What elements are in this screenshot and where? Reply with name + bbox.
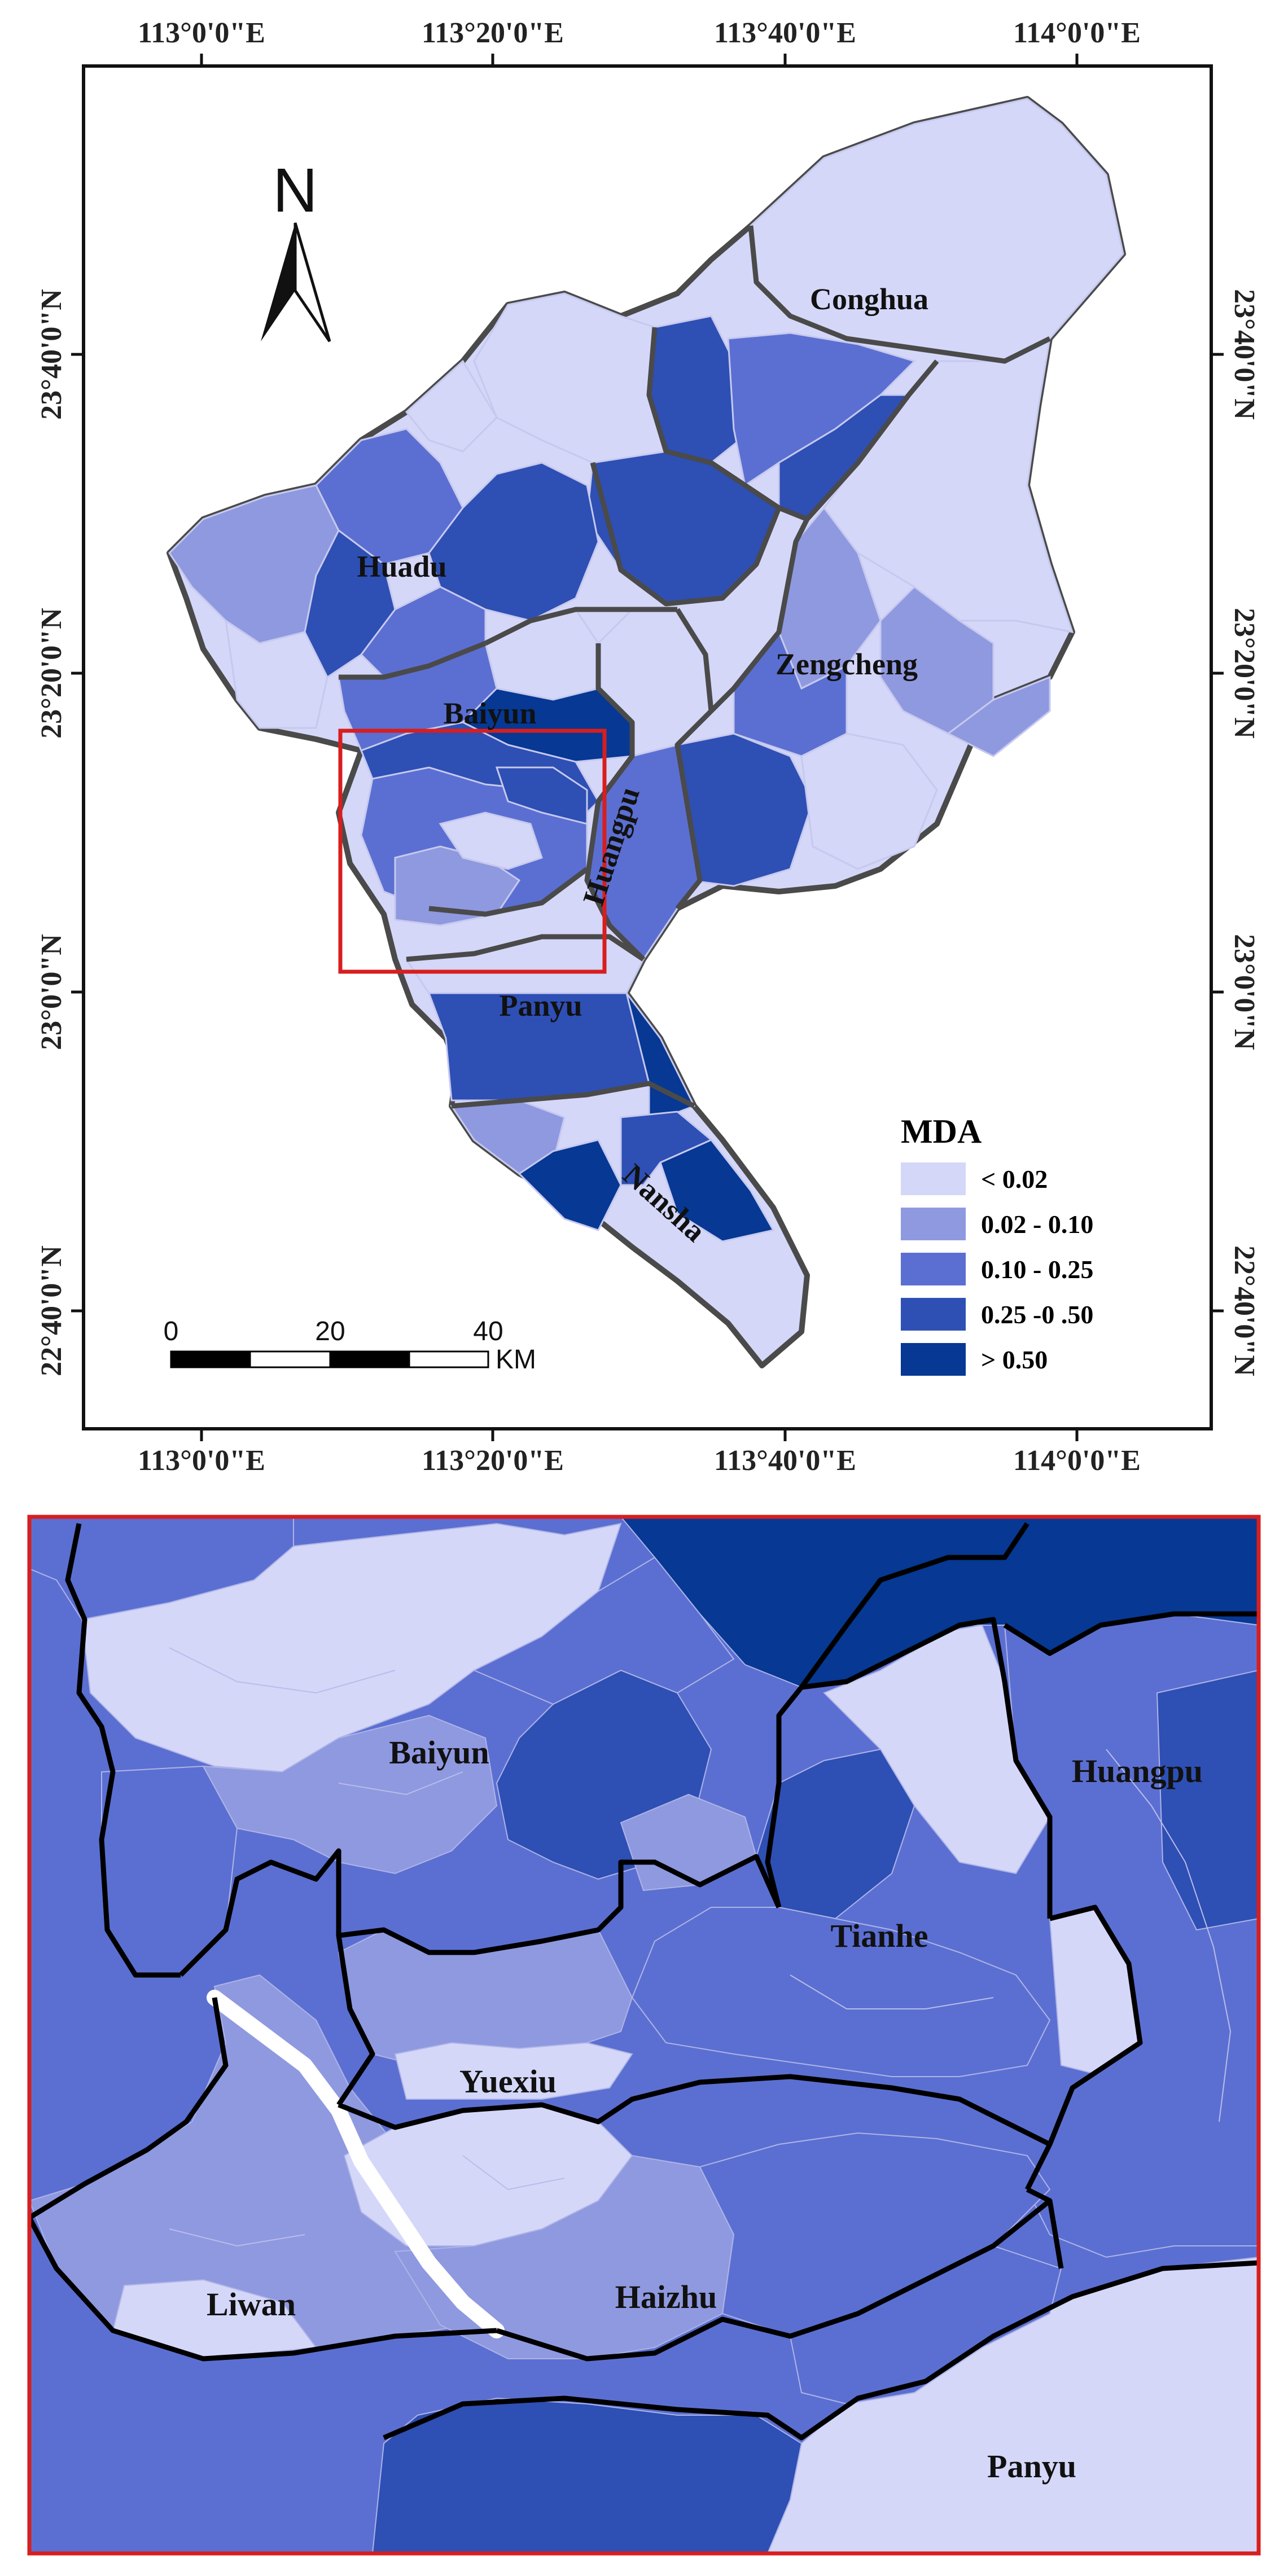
- region-huadu-light-north: [405, 359, 498, 453]
- inset-river: [207, 1990, 505, 2338]
- legend-label-1: < 0.02: [981, 1165, 1048, 1193]
- region-zengcheng-mid-c: [733, 630, 848, 757]
- lon-tick-top-3: 113°40'0"E: [714, 17, 856, 49]
- inset-region-panyu-dark: [371, 2397, 803, 2553]
- region-city-core-d: [495, 766, 588, 825]
- label-conghua: Conghua: [810, 282, 928, 316]
- lon-tick-top-4: 114°0'0"E: [1013, 17, 1141, 49]
- inset-region-blue-nw: [29, 1517, 294, 1621]
- scale-bar: 0 20 40 KM: [164, 1316, 536, 1375]
- region-huadu-southwest: [225, 618, 328, 729]
- inset-label-huangpu: Huangpu: [1072, 1753, 1203, 1789]
- inset-label-tianhe: Tianhe: [830, 1917, 928, 1954]
- inset-label-baiyun: Baiyun: [389, 1734, 489, 1771]
- lat-tick-left-2: 23°20'0"N: [36, 608, 68, 739]
- legend: MDA < 0.02 0.02 - 0.10 0.10 - 0.25 0.25 …: [901, 1113, 1093, 1376]
- inset-extent-box: [338, 729, 607, 974]
- inset-label-yuexiu: Yuexiu: [459, 2063, 557, 2100]
- legend-label-4: 0.25 -0 .50: [981, 1300, 1093, 1329]
- region-city-core-c: [439, 811, 543, 870]
- label-baiyun: Baiyun: [443, 696, 536, 730]
- lat-tick-left-1: 23°40'0"N: [36, 289, 68, 420]
- legend-label-3: 0.10 - 0.25: [981, 1255, 1093, 1284]
- lat-tick-right-3: 23°0'0"N: [1228, 934, 1260, 1050]
- inset-region-tianhe-mid: [631, 1907, 1051, 2077]
- inset-region-baiyun-c: [472, 1556, 735, 1705]
- lon-tick-bottom-3: 113°40'0"E: [714, 1445, 856, 1477]
- label-huadu: Huadu: [357, 550, 446, 583]
- legend-swatch-3: [901, 1253, 966, 1285]
- inset-label-haizhu: Haizhu: [615, 2279, 717, 2315]
- inset-frame: [27, 1515, 1261, 2556]
- region-city-core-b: [394, 845, 521, 927]
- inset-region-yuexiu-light: [394, 2042, 633, 2100]
- inset-region-baiyun-a: [202, 1714, 498, 1875]
- inset-label-panyu: Panyu: [987, 2448, 1076, 2485]
- legend-swatch-4: [901, 1298, 966, 1331]
- lat-tick-right-2: 23°20'0"N: [1228, 608, 1260, 739]
- region-huadu-dark-west: [304, 529, 396, 679]
- label-zengcheng: Zengcheng: [776, 647, 918, 681]
- north-arrow-icon: N: [261, 156, 331, 343]
- region-nansha-mid: [620, 1111, 713, 1186]
- lon-tick-top-2: 113°20'0"E: [422, 17, 564, 49]
- lon-tick-top-1: 113°0'0"E: [138, 17, 265, 49]
- scale-label-40: 40: [473, 1316, 503, 1346]
- inset-subdivision-lines: [169, 1647, 1232, 2247]
- legend-title: MDA: [901, 1113, 982, 1150]
- legend-label-2: 0.02 - 0.10: [981, 1210, 1093, 1239]
- overview-graticule-ticks: [71, 54, 1224, 1441]
- inset-label-liwan: Liwan: [207, 2286, 296, 2323]
- lat-tick-left-3: 23°0'0"N: [36, 934, 68, 1050]
- north-label: N: [273, 156, 317, 225]
- legend-swatch-1: [901, 1162, 966, 1195]
- legend-swatch-2: [901, 1208, 966, 1240]
- region-zengcheng-light-south: [800, 732, 938, 870]
- lon-tick-bottom-1: 113°0'0"E: [138, 1445, 265, 1477]
- region-zengcheng-north: [823, 337, 1074, 633]
- region-zengcheng-east: [947, 675, 1051, 757]
- lon-tick-bottom-4: 114°0'0"E: [1013, 1445, 1141, 1477]
- overview-map: [167, 96, 1126, 1368]
- scale-label-20: 20: [315, 1316, 345, 1346]
- lat-tick-left-4: 22°40'0"N: [36, 1245, 68, 1376]
- region-huadu-dark: [428, 462, 599, 622]
- lat-tick-right-4: 22°40'0"N: [1228, 1245, 1260, 1376]
- label-panyu: Panyu: [499, 989, 582, 1022]
- legend-label-5: > 0.50: [981, 1345, 1048, 1374]
- lat-tick-right-1: 23°40'0"N: [1228, 289, 1260, 420]
- scale-unit: KM: [496, 1345, 536, 1375]
- inset-region-huangpu-dark: [1156, 1669, 1259, 1931]
- lon-tick-bottom-2: 113°20'0"E: [422, 1445, 564, 1477]
- inset-district-boundaries: [29, 1522, 1259, 2441]
- scale-label-0: 0: [164, 1316, 179, 1346]
- legend-swatch-5: [901, 1343, 966, 1376]
- inset-map: [29, 1517, 1259, 2553]
